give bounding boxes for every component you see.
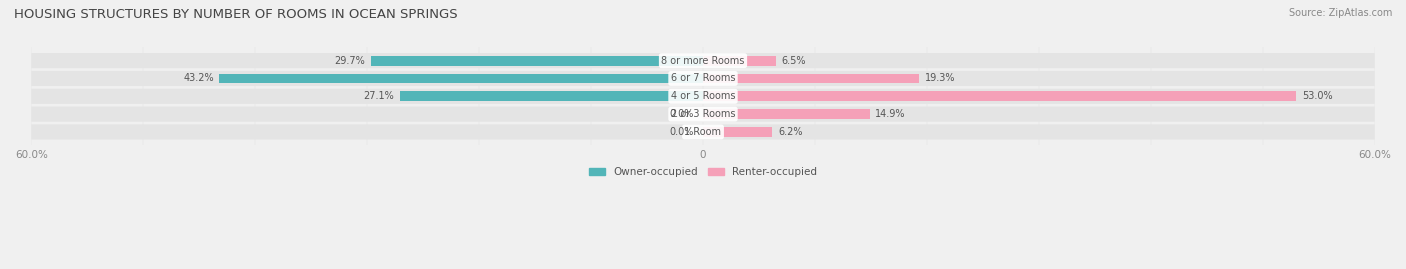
Text: 6.5%: 6.5% [782, 56, 806, 66]
Text: 0.0%: 0.0% [669, 109, 695, 119]
Text: 29.7%: 29.7% [335, 56, 366, 66]
FancyBboxPatch shape [31, 53, 1375, 68]
Bar [703, 127, 772, 137]
Text: 19.3%: 19.3% [925, 73, 955, 83]
Legend: Owner-occupied, Renter-occupied: Owner-occupied, Renter-occupied [585, 163, 821, 181]
FancyBboxPatch shape [31, 107, 1375, 122]
FancyBboxPatch shape [31, 89, 1375, 104]
Text: 4 or 5 Rooms: 4 or 5 Rooms [671, 91, 735, 101]
Text: 43.2%: 43.2% [183, 73, 214, 83]
Text: 6 or 7 Rooms: 6 or 7 Rooms [671, 73, 735, 83]
FancyBboxPatch shape [31, 71, 1375, 86]
Bar [219, 73, 703, 83]
Text: 2 or 3 Rooms: 2 or 3 Rooms [671, 109, 735, 119]
Text: 6.2%: 6.2% [778, 127, 803, 137]
FancyBboxPatch shape [31, 124, 1375, 140]
Text: 1 Room: 1 Room [685, 127, 721, 137]
Text: 27.1%: 27.1% [363, 91, 394, 101]
Text: HOUSING STRUCTURES BY NUMBER OF ROOMS IN OCEAN SPRINGS: HOUSING STRUCTURES BY NUMBER OF ROOMS IN… [14, 8, 458, 21]
Bar [703, 56, 776, 66]
Text: 53.0%: 53.0% [1302, 91, 1333, 101]
Text: 8 or more Rooms: 8 or more Rooms [661, 56, 745, 66]
Bar [371, 56, 703, 66]
Bar [703, 109, 870, 119]
Bar [703, 73, 920, 83]
Text: 0.0%: 0.0% [669, 127, 695, 137]
Bar [399, 91, 703, 101]
Bar [703, 91, 1296, 101]
Text: Source: ZipAtlas.com: Source: ZipAtlas.com [1288, 8, 1392, 18]
Text: 14.9%: 14.9% [876, 109, 905, 119]
